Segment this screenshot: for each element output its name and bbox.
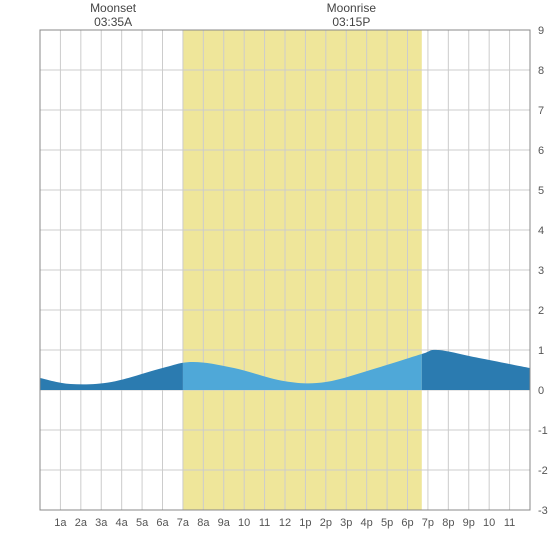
x-tick-label: 9a	[218, 517, 231, 529]
x-tick-label: 1p	[299, 517, 311, 529]
moonrise-label: Moonrise	[327, 1, 377, 15]
x-tick-label: 2a	[75, 517, 88, 529]
y-tick-label: -2	[538, 465, 548, 477]
x-tick-label: 9p	[463, 517, 475, 529]
x-tick-label: 10	[238, 517, 250, 529]
tide-chart: 1a2a3a4a5a6a7a8a9a1011121p2p3p4p5p6p7p8p…	[0, 0, 550, 550]
x-tick-label: 4a	[116, 517, 129, 529]
y-tick-label: -3	[538, 505, 548, 517]
x-tick-label: 6p	[401, 517, 413, 529]
x-tick-label: 8p	[442, 517, 454, 529]
x-tick-label: 6a	[156, 517, 169, 529]
moonset-time: 03:35A	[94, 15, 132, 29]
x-tick-label: 11	[259, 517, 270, 529]
x-tick-label: 11	[504, 517, 515, 529]
y-tick-label: 3	[538, 265, 544, 277]
moonset-label: Moonset	[90, 1, 137, 15]
y-tick-label: 6	[538, 145, 544, 157]
x-tick-label: 3p	[340, 517, 352, 529]
y-tick-label: 4	[538, 225, 544, 237]
y-tick-label: 0	[538, 385, 544, 397]
y-tick-label: 8	[538, 65, 544, 77]
y-tick-label: 1	[538, 345, 544, 357]
y-tick-label: 9	[538, 25, 544, 37]
x-tick-label: 2p	[320, 517, 332, 529]
y-tick-label: 7	[538, 105, 544, 117]
x-tick-label: 5p	[381, 517, 393, 529]
y-tick-label: 5	[538, 185, 544, 197]
x-tick-label: 10	[483, 517, 495, 529]
x-tick-label: 4p	[361, 517, 373, 529]
x-tick-label: 7p	[422, 517, 434, 529]
x-tick-label: 12	[279, 517, 291, 529]
moonrise-time: 03:15P	[332, 15, 370, 29]
x-tick-label: 3a	[95, 517, 108, 529]
y-tick-label: 2	[538, 305, 544, 317]
y-tick-label: -1	[538, 425, 548, 437]
x-tick-label: 5a	[136, 517, 149, 529]
x-tick-label: 1a	[54, 517, 67, 529]
x-tick-label: 7a	[177, 517, 190, 529]
chart-svg: 1a2a3a4a5a6a7a8a9a1011121p2p3p4p5p6p7p8p…	[0, 0, 550, 550]
x-tick-label: 8a	[197, 517, 210, 529]
